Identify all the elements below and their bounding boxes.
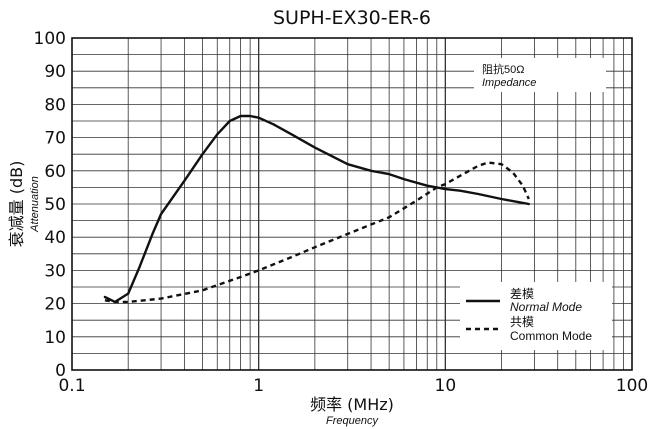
legend-label-normal-mode-cn: 差模 [510, 287, 534, 301]
y-tick-label: 70 [44, 129, 66, 149]
impedance-note-line2: Impedance [482, 77, 536, 89]
x-axis-sublabel: Frequency [326, 415, 379, 427]
series-line-common-mode [104, 161, 530, 304]
legend-label-common-mode: Common Mode [510, 329, 592, 343]
y-tick-label: 60 [44, 162, 66, 182]
y-tick-label: 100 [34, 29, 66, 49]
y-axis-label: 衰减量 (dB) [7, 161, 26, 248]
y-tick-label: 20 [44, 295, 66, 315]
legend-label-common-mode-cn: 共模 [510, 315, 534, 329]
y-tick-label: 80 [44, 95, 66, 115]
tick-labels: 0 10 20 30 40 50 60 70 80 90 100 0.1 1 10 100 [34, 29, 649, 396]
legend: 差模 Normal Mode 共模 Common Mode [460, 282, 612, 350]
y-tick-label: 10 [44, 328, 66, 348]
x-tick-label: 10 [435, 376, 457, 396]
y-tick-label: 0 [55, 361, 66, 381]
x-tick-label: 100 [616, 376, 648, 396]
x-tick-label: 0.1 [58, 376, 85, 396]
plot-frame [71, 37, 633, 371]
x-tick-label: 1 [253, 376, 264, 396]
y-tick-label: 30 [44, 261, 66, 281]
impedance-note: 阻抗50Ω Impedance [474, 58, 606, 92]
y-axis-sublabel: Attenuation [29, 176, 41, 233]
y-tick-label: 40 [44, 228, 66, 248]
y-tick-label: 50 [44, 195, 66, 215]
series-line-normal-mode [103, 114, 530, 304]
chart-title: SUPH-EX30-ER-6 [273, 7, 431, 29]
x-axis-label: 频率 (MHz) [310, 395, 394, 414]
impedance-note-line1: 阻抗50Ω [482, 62, 524, 76]
series-layer [103, 114, 530, 304]
legend-label-normal-mode: Normal Mode [510, 300, 582, 314]
legend-box [460, 282, 612, 350]
y-tick-label: 90 [44, 62, 66, 82]
